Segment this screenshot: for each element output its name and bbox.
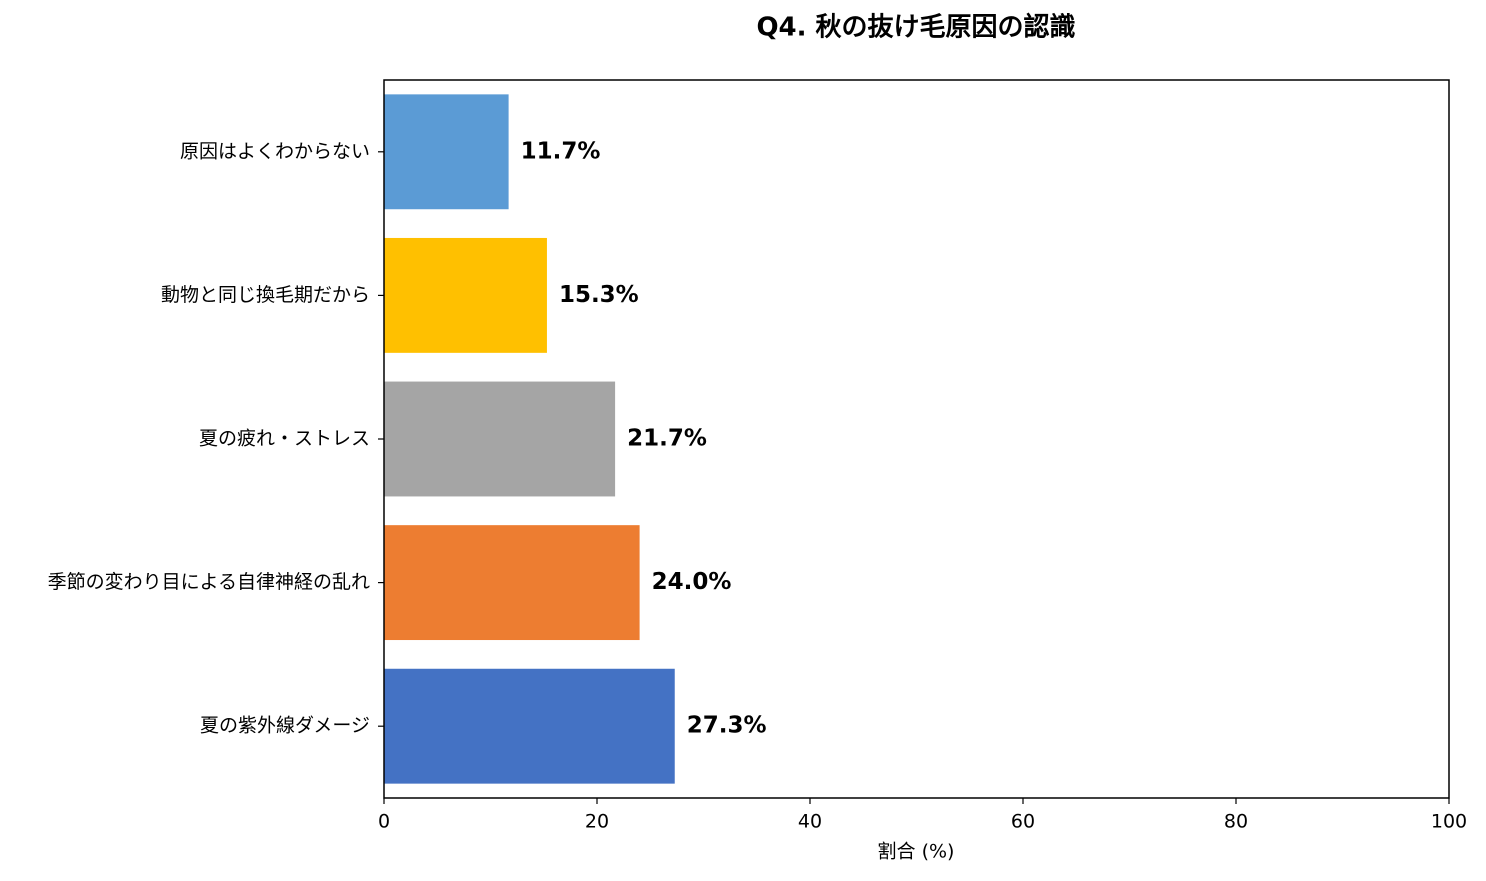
y-tick-label: 夏の紫外線ダメージ: [200, 715, 370, 737]
x-tick-label: 60: [1011, 811, 1035, 833]
y-tick-label: 夏の疲れ・ストレス: [199, 428, 370, 450]
bar: [384, 668, 675, 784]
bar: [384, 94, 509, 210]
bar: [384, 381, 616, 497]
y-tick-label: 季節の変わり目による自律神経の乱れ: [48, 571, 370, 593]
bar: [384, 237, 547, 353]
x-tick-label: 20: [585, 811, 609, 833]
x-tick-label: 80: [1224, 811, 1248, 833]
x-axis-label: 割合 (%): [878, 841, 955, 863]
value-label: 21.7%: [627, 426, 707, 452]
value-label: 27.3%: [687, 713, 767, 739]
chart-title: Q4. 秋の抜け毛原因の認識: [756, 12, 1075, 43]
bar: [384, 525, 640, 641]
x-tick-label: 40: [798, 811, 822, 833]
x-tick-label: 0: [378, 811, 390, 833]
x-tick-label: 100: [1431, 811, 1467, 833]
y-tick-label: 原因はよくわからない: [180, 140, 370, 162]
y-tick-label: 動物と同じ換毛期だから: [161, 284, 370, 306]
value-label: 24.0%: [652, 569, 732, 595]
plot-frame: [383, 79, 1450, 799]
value-label: 15.3%: [559, 282, 639, 308]
value-label: 11.7%: [521, 138, 601, 164]
